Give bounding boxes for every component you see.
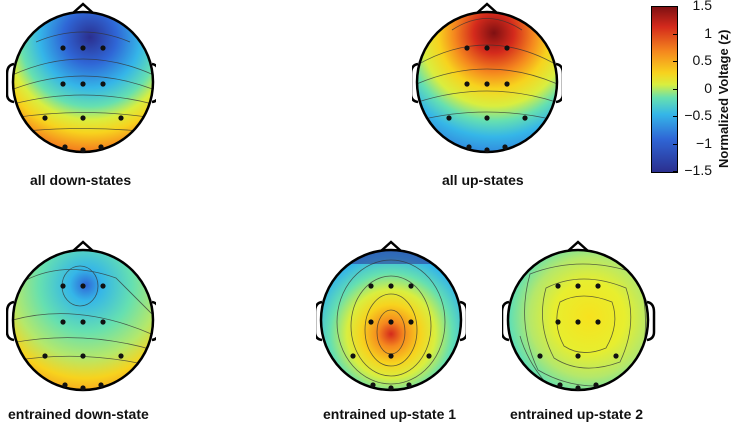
colorbar-tick-mark xyxy=(673,88,677,90)
colorbar-tick-mark xyxy=(673,171,677,172)
left-ear-icon xyxy=(6,300,15,342)
colorbar-tick-label: −0.5 xyxy=(684,107,712,123)
colorbar-tick-label: 0 xyxy=(704,79,712,96)
topomap-all-up-states xyxy=(412,2,562,157)
caption-entrained-up-state-1: entrained up-state 1 xyxy=(323,406,457,422)
right-ear-icon xyxy=(646,300,656,342)
nose-icon xyxy=(72,240,94,252)
head-map xyxy=(6,2,156,154)
colorbar-tick-label: 1.5 xyxy=(692,0,712,13)
nose-icon xyxy=(72,2,94,14)
colorbar-title: Normalized Voltage (z) xyxy=(716,29,731,168)
colorbar-tick-label: −1 xyxy=(696,134,712,151)
colorbar-tick-mark xyxy=(673,116,677,117)
caption-all-up-states: all up-states xyxy=(442,172,524,188)
topomap-entrained-down-state xyxy=(6,240,156,395)
head-map xyxy=(316,240,466,392)
head-map xyxy=(6,240,156,392)
nose-icon xyxy=(567,240,589,252)
electrode-markers xyxy=(42,283,124,391)
head-map xyxy=(412,2,562,154)
right-ear-icon xyxy=(151,300,156,342)
left-ear-icon xyxy=(412,62,419,104)
electrode-markers xyxy=(42,45,124,153)
caption-entrained-up-state-2: entrained up-state 2 xyxy=(510,406,644,422)
topomap-entrained-up-state-2 xyxy=(502,240,657,395)
colorbar: 1.5 1 0.5 0 −0.5 −1 −1.5 Normalized Voltage (z… xyxy=(640,0,737,178)
right-ear-icon xyxy=(555,62,562,104)
electrode-markers xyxy=(350,283,432,391)
colorbar-tick-label: −1.5 xyxy=(684,162,712,178)
left-ear-icon xyxy=(502,300,510,342)
colorbar-tick-mark xyxy=(673,61,677,62)
colorbar-tick-label: 1 xyxy=(704,24,712,41)
right-ear-icon xyxy=(459,300,466,342)
left-ear-icon xyxy=(316,300,323,342)
colorbar-tick-mark xyxy=(673,143,677,145)
caption-all-down-states: all down-states xyxy=(30,172,132,188)
nose-icon xyxy=(380,240,402,252)
colorbar-tick-mark xyxy=(673,33,677,35)
head-map xyxy=(502,240,656,392)
caption-entrained-down-state: entrained down-state xyxy=(8,406,149,422)
colorbar-gradient xyxy=(651,6,678,173)
topomap-entrained-up-state-1 xyxy=(316,240,466,395)
colorbar-tick-mark xyxy=(673,6,677,7)
electrode-markers xyxy=(537,283,619,391)
right-ear-icon xyxy=(151,62,156,104)
left-ear-icon xyxy=(6,62,15,104)
colorbar-tick-label: 0.5 xyxy=(692,52,712,68)
nose-icon xyxy=(476,2,498,14)
topomap-all-down-states xyxy=(6,2,156,157)
electrode-markers xyxy=(446,45,528,153)
